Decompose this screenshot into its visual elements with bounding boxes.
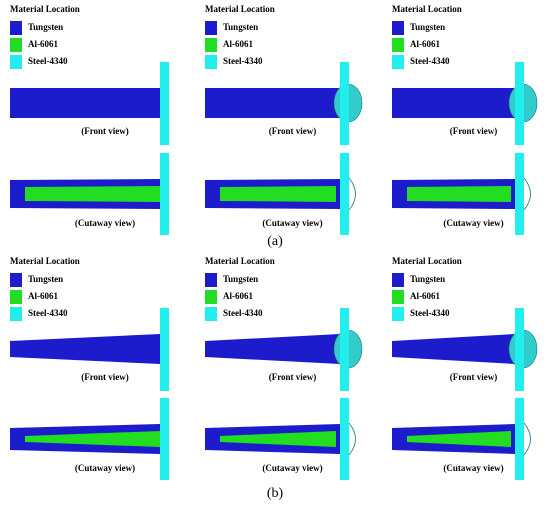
- bulge-cut: [348, 422, 356, 456]
- legend-item: Steel-4340: [410, 56, 450, 66]
- legend-swatch: [10, 273, 22, 287]
- legend-swatch: [10, 55, 22, 69]
- legend-title: Material Location: [205, 4, 275, 14]
- caption: (b): [267, 486, 284, 501]
- core-cut: [25, 186, 160, 202]
- cutaway-label: (Cutaway view): [262, 463, 322, 473]
- bulge-cut: [523, 177, 531, 211]
- legend-item: Al-6061: [410, 39, 440, 49]
- rod: [205, 334, 340, 364]
- legend-item: Steel-4340: [223, 56, 263, 66]
- rod: [392, 88, 515, 118]
- rod: [10, 88, 160, 118]
- legend-swatch: [392, 21, 404, 35]
- caption: (a): [267, 234, 283, 249]
- bulge-cut: [348, 177, 356, 211]
- plate: [160, 308, 169, 391]
- core-cut: [407, 186, 511, 202]
- legend-swatch: [10, 38, 22, 52]
- plate-cut: [515, 153, 524, 235]
- plate: [340, 62, 349, 145]
- legend-item: Tungsten: [410, 274, 445, 284]
- legend-item: Al-6061: [28, 291, 58, 301]
- legend-title: Material Location: [392, 256, 462, 266]
- legend-swatch: [10, 21, 22, 35]
- legend-swatch: [205, 38, 217, 52]
- legend-swatch: [10, 307, 22, 321]
- legend-item: Al-6061: [28, 39, 58, 49]
- plate: [515, 308, 524, 391]
- legend-title: Material Location: [10, 256, 80, 266]
- cutaway-label: (Cutaway view): [262, 218, 322, 228]
- cutaway-label: (Cutaway view): [75, 218, 135, 228]
- legend-swatch: [205, 273, 217, 287]
- front-label: (Front view): [81, 126, 129, 136]
- legend-title: Material Location: [205, 256, 275, 266]
- legend-item: Tungsten: [410, 22, 445, 32]
- legend-title: Material Location: [10, 4, 80, 14]
- plate-cut: [160, 153, 169, 235]
- legend-item: Steel-4340: [223, 308, 263, 318]
- cutaway-label: (Cutaway view): [75, 463, 135, 473]
- front-label: (Front view): [450, 126, 498, 136]
- plate-cut: [340, 398, 349, 480]
- plate-cut: [340, 153, 349, 235]
- legend-swatch: [205, 290, 217, 304]
- legend-title: Material Location: [392, 4, 462, 14]
- plate: [160, 62, 169, 145]
- legend-swatch: [392, 38, 404, 52]
- legend-item: Steel-4340: [410, 308, 450, 318]
- plate-cut: [515, 398, 524, 480]
- cutaway-label: (Cutaway view): [443, 463, 503, 473]
- front-label: (Front view): [81, 372, 129, 382]
- plate: [340, 308, 349, 391]
- rod: [10, 334, 160, 364]
- legend-swatch: [392, 290, 404, 304]
- legend-item: Tungsten: [223, 274, 258, 284]
- core-cut: [220, 186, 336, 202]
- bulge-cut: [523, 422, 531, 456]
- legend-item: Al-6061: [410, 291, 440, 301]
- legend-swatch: [392, 307, 404, 321]
- core-cut: [220, 431, 336, 447]
- legend-item: Al-6061: [223, 291, 253, 301]
- legend-item: Steel-4340: [28, 56, 68, 66]
- front-label: (Front view): [269, 372, 317, 382]
- legend-swatch: [392, 273, 404, 287]
- legend-swatch: [205, 55, 217, 69]
- legend-swatch: [205, 307, 217, 321]
- legend-item: Tungsten: [28, 22, 63, 32]
- plate: [515, 62, 524, 145]
- legend-swatch: [10, 290, 22, 304]
- core-cut: [407, 431, 511, 447]
- cutaway-label: (Cutaway view): [443, 218, 503, 228]
- legend-swatch: [392, 55, 404, 69]
- rod: [205, 88, 340, 118]
- legend-item: Tungsten: [28, 274, 63, 284]
- rod: [392, 334, 515, 364]
- legend-item: Al-6061: [223, 39, 253, 49]
- legend-item: Tungsten: [223, 22, 258, 32]
- core-cut: [25, 431, 160, 447]
- front-label: (Front view): [269, 126, 317, 136]
- plate-cut: [160, 398, 169, 480]
- legend-swatch: [205, 21, 217, 35]
- front-label: (Front view): [450, 372, 498, 382]
- legend-item: Steel-4340: [28, 308, 68, 318]
